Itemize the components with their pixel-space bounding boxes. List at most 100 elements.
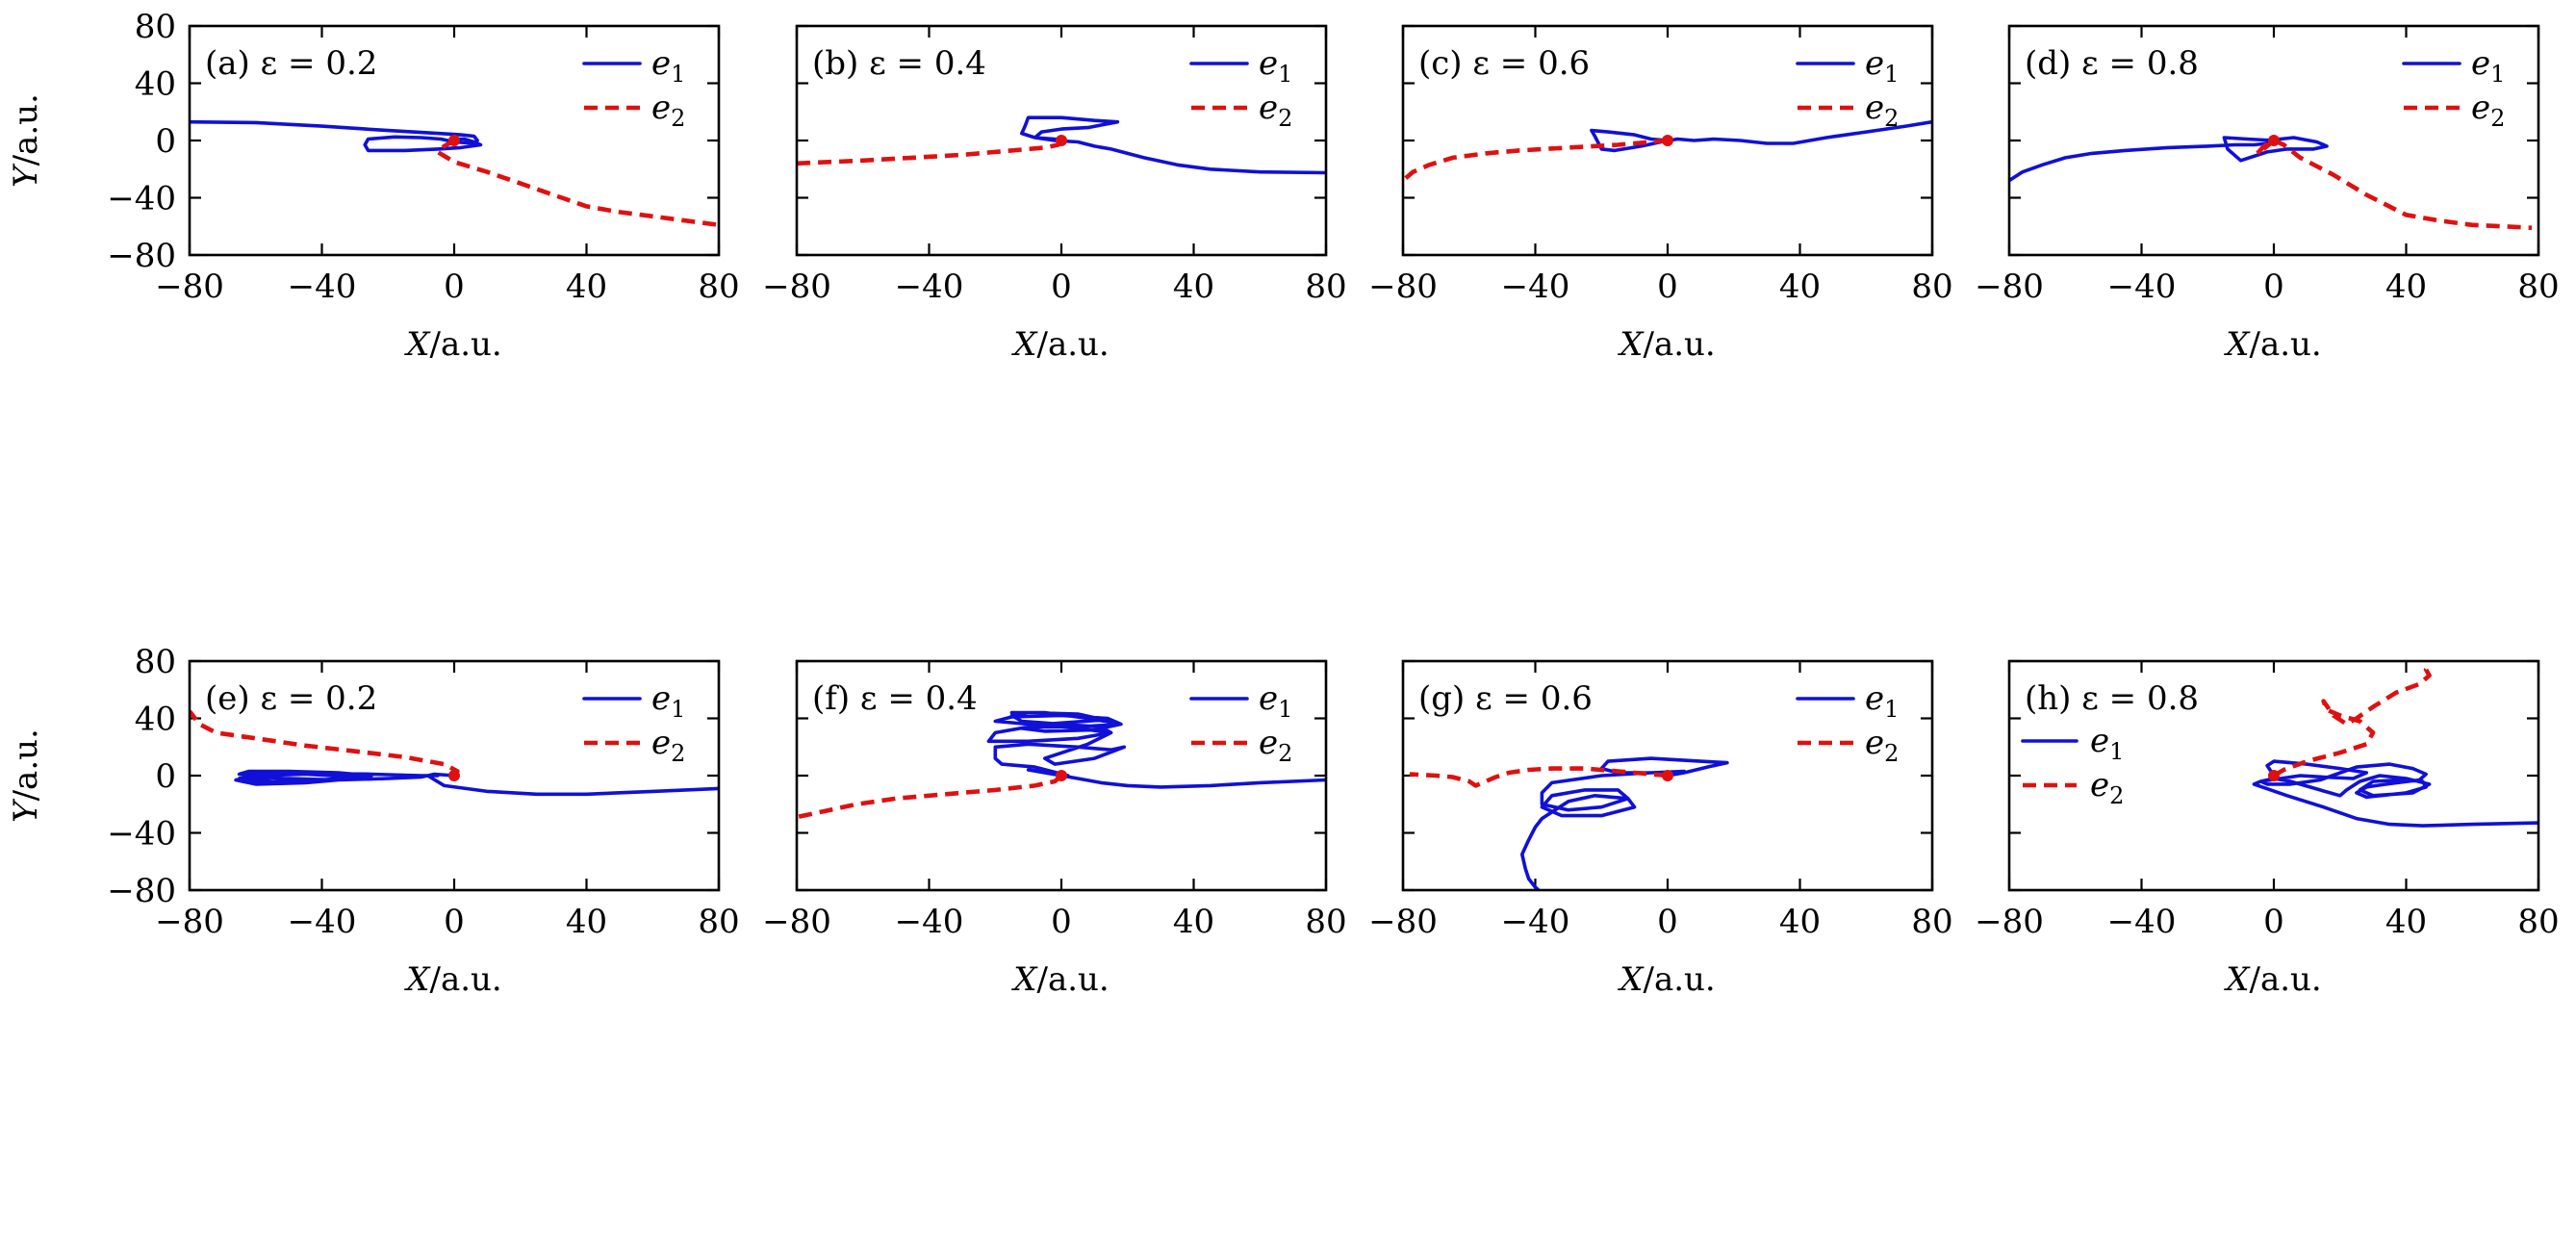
panel-label: (b) ε = 0.4 <box>812 44 986 83</box>
panel-label: (f) ε = 0.4 <box>812 679 978 718</box>
legend-label-e2: e2 <box>1259 89 1292 132</box>
plot-area <box>190 709 719 797</box>
series-line-e- <box>2252 759 2538 828</box>
x-tick-label: 40 <box>1173 903 1214 941</box>
legend-label-e1: e1 <box>1259 679 1292 723</box>
origin-marker <box>448 770 460 781</box>
x-axis-title: X/a.u. <box>1617 325 1715 364</box>
y-tick-label: 0 <box>155 122 176 161</box>
series-line-e- <box>234 769 719 797</box>
legend-label-e2: e2 <box>2471 89 2505 132</box>
x-tick-label: 0 <box>1657 903 1678 941</box>
panel-0: −80 −40 0 40 80 80 40 0 −40 −80 Y/a.u. X/a.u. (a) ε … <box>7 8 740 364</box>
origin-marker <box>2268 135 2280 146</box>
x-tick-label: −40 <box>288 903 357 941</box>
legend-label-e1: e1 <box>651 44 685 88</box>
x-tick-label: −40 <box>895 268 964 306</box>
x-axis-title: X/a.u. <box>1010 960 1109 999</box>
x-tick-label: −80 <box>155 268 224 306</box>
origin-marker <box>1662 135 1673 146</box>
series-line-e- <box>1409 766 1669 788</box>
x-axis-title: X/a.u. <box>2223 325 2321 364</box>
plot-area <box>797 710 1326 820</box>
origin-marker <box>1662 770 1673 781</box>
x-tick-label: 40 <box>566 268 607 306</box>
panel-4: −80 −40 0 40 80 80 40 0 −40 −80 Y/a.u. X/a.u. (e) ε … <box>7 643 740 999</box>
x-tick-label: 80 <box>1911 903 1952 941</box>
y-tick-label: −40 <box>107 815 176 854</box>
x-tick-label: −80 <box>1975 903 2044 941</box>
series-line-e- <box>1520 756 1729 890</box>
panel-label: (h) ε = 0.8 <box>2025 679 2199 718</box>
x-tick-label: −40 <box>895 903 964 941</box>
x-axis-title: X/a.u. <box>1617 960 1715 999</box>
plot-frame <box>1401 24 1934 257</box>
x-tick-label: −40 <box>1501 268 1570 306</box>
x-axis-title: X/a.u. <box>403 960 501 999</box>
series-line-e- <box>435 139 719 228</box>
x-tick-label: 80 <box>1911 268 1952 306</box>
y-tick-label: 80 <box>135 643 176 681</box>
series-line-e-tail <box>1059 774 1326 789</box>
x-tick-label: −80 <box>762 268 831 306</box>
x-tick-label: −80 <box>155 903 224 941</box>
series-line-e- <box>986 710 1127 778</box>
plot-frame <box>188 659 721 892</box>
x-tick-label: −80 <box>762 903 831 941</box>
x-tick-label: 0 <box>1051 903 1072 941</box>
x-tick-label: −40 <box>2107 268 2177 306</box>
x-tick-label: 40 <box>1779 268 1821 306</box>
x-axis-title: X/a.u. <box>403 325 501 364</box>
x-tick-label: 80 <box>2517 268 2559 306</box>
y-tick-label: 0 <box>155 757 176 796</box>
legend-label-e2: e2 <box>1865 89 1899 132</box>
x-tick-label: −80 <box>1368 268 1438 306</box>
legend-label-e1: e1 <box>1865 44 1899 88</box>
panel-label: (d) ε = 0.8 <box>2025 44 2199 83</box>
legend-label-e2: e2 <box>1259 724 1292 767</box>
series-line-e- <box>797 774 1063 820</box>
x-tick-label: 80 <box>698 268 739 306</box>
plot-area <box>190 119 719 228</box>
series-line-e- <box>2009 136 2329 183</box>
series-line-e- <box>797 139 1063 166</box>
x-tick-label: 40 <box>1779 903 1821 941</box>
x-axis-title: X/a.u. <box>2223 960 2321 999</box>
y-tick-label: 40 <box>135 701 176 739</box>
x-tick-label: 80 <box>2517 903 2559 941</box>
series-line-e- <box>1020 115 1326 175</box>
x-tick-label: 80 <box>1305 903 1346 941</box>
plot-frame <box>188 24 721 257</box>
legend-label-e1: e1 <box>2471 44 2505 88</box>
legend-label-e2: e2 <box>2090 766 2124 809</box>
plot-area <box>1409 756 1729 890</box>
panel-label: (e) ε = 0.2 <box>205 679 377 718</box>
series-line-e- <box>2272 665 2432 778</box>
x-axis-title: X/a.u. <box>1010 325 1109 364</box>
origin-marker <box>448 135 460 146</box>
legend-label-e1: e1 <box>651 679 685 723</box>
series-line-e- <box>190 119 483 153</box>
y-axis-title: Y/a.u. <box>7 728 45 823</box>
y-axis-title: Y/a.u. <box>7 93 45 188</box>
plot-area <box>1403 119 1932 183</box>
x-tick-label: −40 <box>288 268 357 306</box>
x-tick-label: −80 <box>1975 268 2044 306</box>
x-tick-label: 40 <box>2385 903 2427 941</box>
series-line-e- <box>2255 138 2533 230</box>
x-tick-label: −80 <box>1368 903 1438 941</box>
series-line-e- <box>190 709 460 778</box>
legend-label-e1: e1 <box>1865 679 1899 723</box>
panel-label: (c) ε = 0.6 <box>1418 44 1590 83</box>
legend-label-e1: e1 <box>1259 44 1292 88</box>
plot-frame <box>795 659 1328 892</box>
origin-marker <box>1056 770 1067 781</box>
y-tick-label: 80 <box>135 8 176 46</box>
x-tick-label: 0 <box>1657 268 1678 306</box>
